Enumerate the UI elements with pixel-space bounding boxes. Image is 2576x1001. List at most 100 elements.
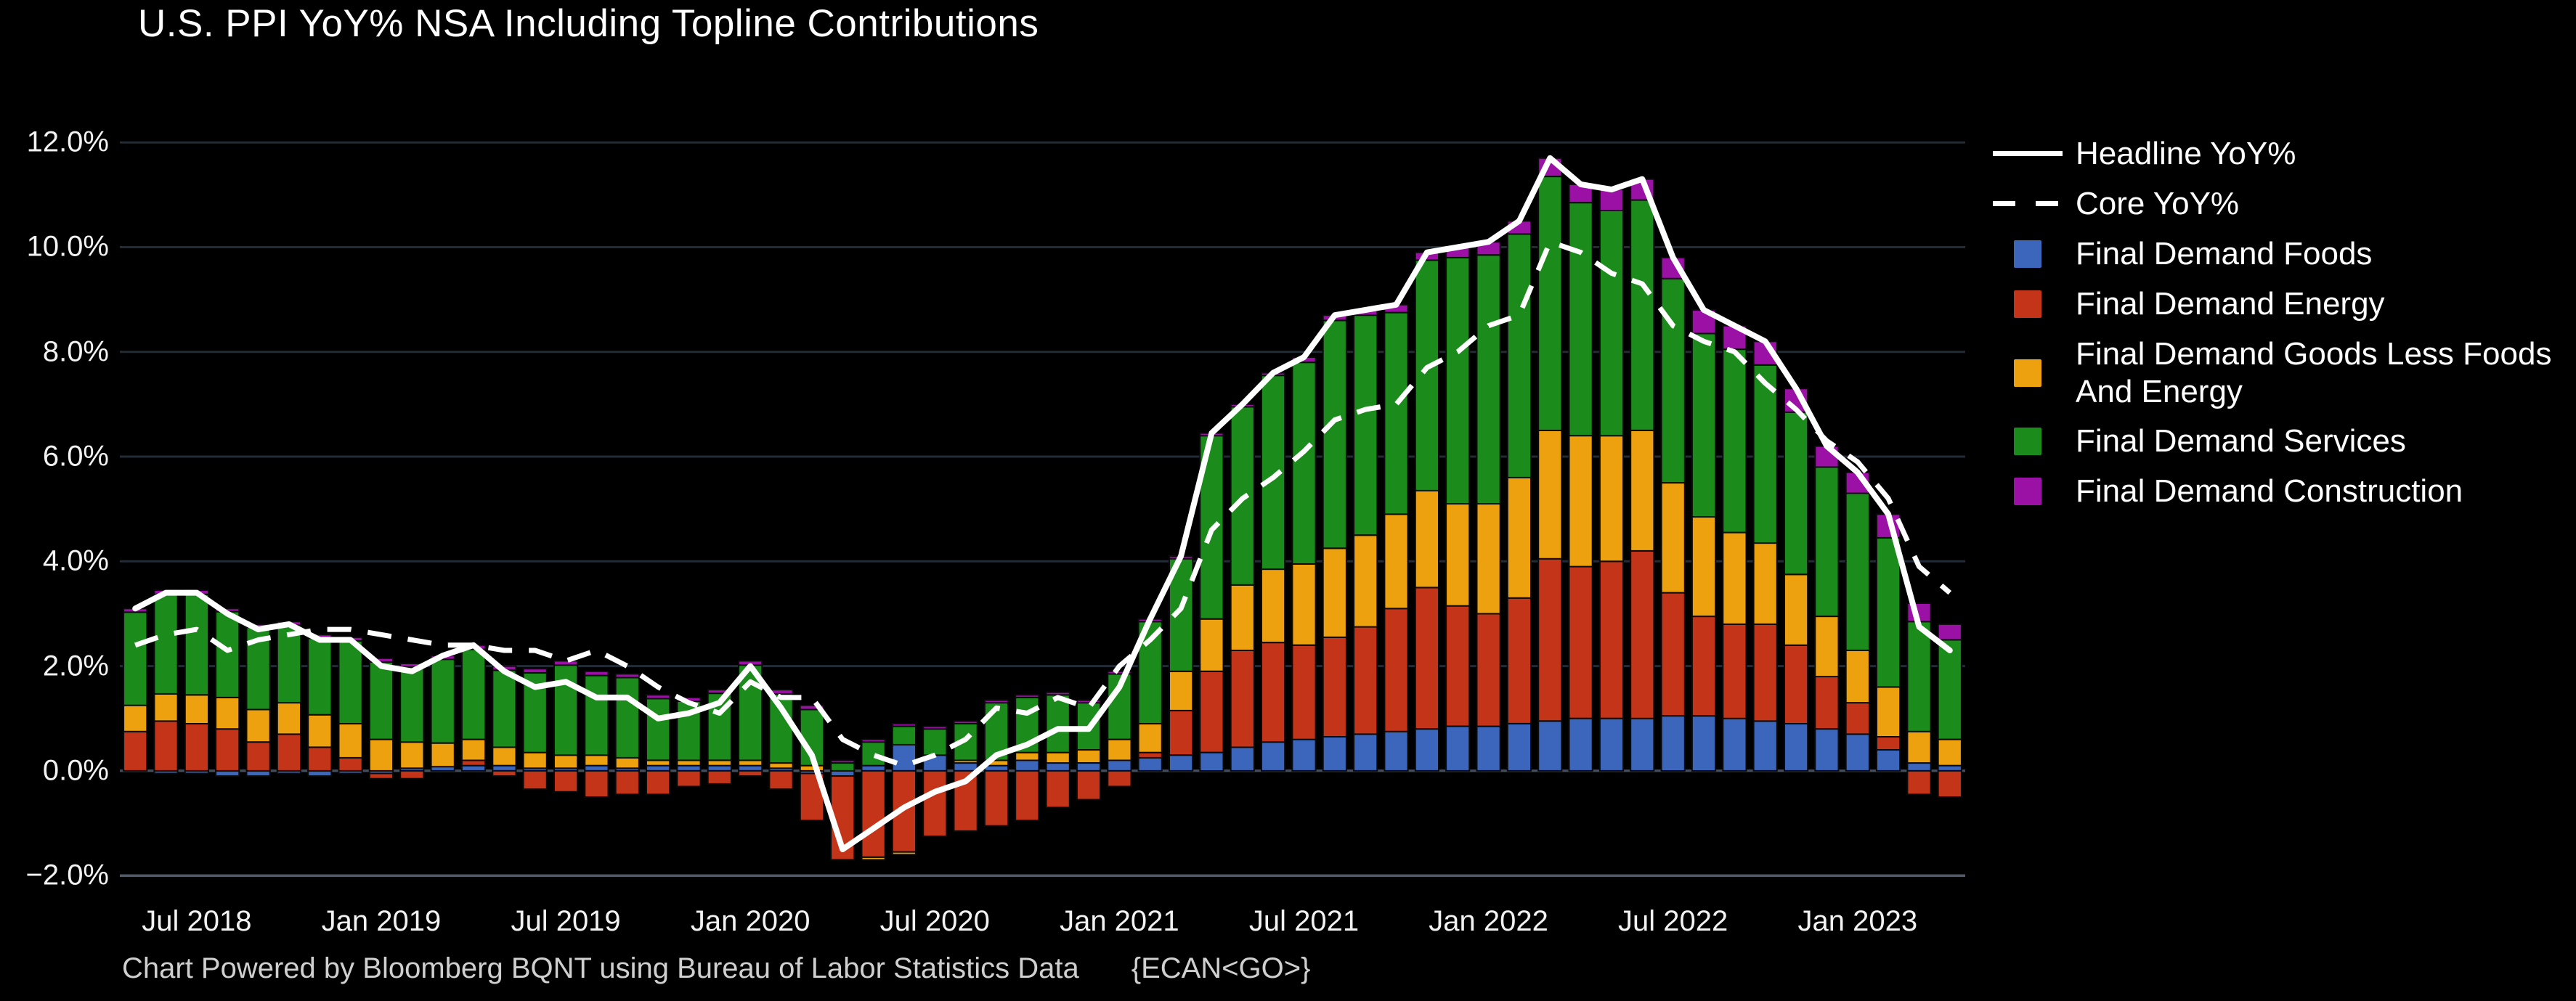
- legend-item-final-demand-construction[interactable]: Final Demand Construction: [1991, 473, 2576, 510]
- bar-segment: [891, 725, 917, 745]
- bar-segment: [1137, 751, 1163, 759]
- bar-segment: [1322, 736, 1347, 772]
- bar-segment: [1722, 348, 1747, 534]
- bar-segment: [1722, 531, 1747, 625]
- bar-segment: [1660, 277, 1686, 484]
- bar-segment: [1414, 587, 1440, 730]
- bar-segment: [1568, 202, 1593, 437]
- legend-label: Final Demand Foods: [2076, 235, 2373, 271]
- construction-swatch-icon: [1991, 478, 2064, 506]
- bar-segment: [553, 769, 579, 793]
- bar-segment: [1845, 650, 1870, 704]
- bar-segment: [1722, 717, 1747, 772]
- bar-segment: [1752, 364, 1778, 544]
- bar-segment: [1322, 547, 1347, 638]
- x-tick-label: Jul 2021: [1248, 905, 1360, 937]
- bar-segment: [1230, 584, 1255, 651]
- dashed-line-swatch-icon: [1991, 201, 2064, 207]
- bar-segment: [1752, 720, 1778, 772]
- bar-segment: [399, 666, 425, 743]
- bar-segment: [430, 742, 455, 768]
- bar-segment: [1537, 176, 1563, 431]
- bar-segment: [1261, 741, 1286, 772]
- bar-segment: [368, 657, 394, 663]
- bar-segment: [799, 704, 824, 711]
- goods-swatch-icon: [1991, 359, 2064, 387]
- bar-segment: [1015, 694, 1040, 698]
- legend-item-final-demand-foods[interactable]: Final Demand Foods: [1991, 235, 2576, 273]
- bar-segment: [738, 764, 763, 772]
- foods-swatch-icon: [1991, 240, 2064, 268]
- bar-segment: [460, 759, 487, 767]
- bar-segment: [1169, 754, 1194, 772]
- legend-item-final-demand-goods[interactable]: Final Demand Goods Less Foods And Energy: [1991, 335, 2576, 411]
- bar-segment: [399, 741, 425, 769]
- y-tick-label: 10.0%: [26, 230, 109, 263]
- bar-segment: [368, 661, 394, 740]
- bar-segment: [1598, 717, 1625, 772]
- bar-segment: [1876, 536, 1901, 688]
- bar-segment: [584, 754, 609, 767]
- bar-segment: [553, 660, 579, 666]
- x-tick-label: Jan 2023: [1797, 905, 1918, 937]
- bar-segment: [584, 764, 609, 772]
- energy-swatch-icon: [1991, 290, 2064, 318]
- bar-segment: [983, 764, 1009, 772]
- bar-segment: [768, 769, 794, 790]
- bar-segment: [1814, 466, 1840, 618]
- bar-segment: [1137, 723, 1163, 753]
- bar-segment: [1476, 503, 1501, 615]
- bar-segment: [1322, 319, 1347, 549]
- bar-segment: [123, 704, 148, 732]
- bar-segment: [460, 648, 487, 740]
- x-tick-label: Jan 2021: [1060, 905, 1179, 937]
- bar-segment: [123, 730, 148, 772]
- legend-item-core-yoy[interactable]: Core YoY%: [1991, 185, 2576, 223]
- chart-title: U.S. PPI YoY% NSA Including Topline Cont…: [138, 2, 1039, 45]
- x-tick-label: Jul 2022: [1618, 905, 1728, 937]
- bar-segment: [983, 699, 1009, 704]
- bar-segment: [1660, 715, 1686, 772]
- bar-segment: [1876, 749, 1901, 772]
- bar-segment: [676, 759, 702, 767]
- bar-segment: [215, 769, 240, 777]
- bar-segment: [1937, 769, 1962, 798]
- x-tick-label: Jul 2019: [511, 905, 621, 937]
- bar-segment: [1691, 616, 1717, 717]
- legend-item-final-demand-energy[interactable]: Final Demand Energy: [1991, 285, 2576, 323]
- bar-segment: [1784, 723, 1809, 772]
- bar-segment: [460, 738, 487, 761]
- bar-segment: [1537, 430, 1563, 560]
- bar-segment: [922, 725, 948, 730]
- bar-segment: [492, 764, 517, 772]
- bar-segment: [1568, 565, 1593, 719]
- bar-segment: [492, 669, 517, 748]
- bar-segment: [953, 762, 978, 772]
- footer-source-text: Chart Powered by Bloomberg BQNT using Bu…: [122, 952, 1079, 984]
- bar-segment: [1845, 492, 1870, 651]
- bar-segment: [676, 764, 702, 772]
- legend-label: Core YoY%: [2076, 185, 2240, 221]
- bar-segment: [922, 769, 948, 838]
- bar-segment: [1506, 476, 1532, 599]
- bar-segment: [1752, 623, 1778, 722]
- bar-segment: [1630, 717, 1655, 772]
- y-tick-label: 8.0%: [42, 335, 109, 368]
- bar-segment: [1045, 691, 1070, 696]
- bar-segment: [953, 720, 978, 725]
- legend-item-final-demand-services[interactable]: Final Demand Services: [1991, 422, 2576, 460]
- bar-segment: [646, 694, 671, 700]
- bar-segment: [1598, 189, 1625, 211]
- legend-item-headline-yoy[interactable]: Headline YoY%: [1991, 135, 2576, 173]
- bar-segment: [1506, 723, 1532, 772]
- bar-segment: [460, 764, 487, 772]
- bar-segment: [1291, 644, 1317, 740]
- bar-segment: [1598, 435, 1625, 563]
- bar-segment: [522, 769, 548, 790]
- bar-segment: [1906, 730, 1932, 764]
- bar-segment: [184, 593, 210, 696]
- bar-segment: [1691, 309, 1717, 335]
- bar-segment: [522, 751, 548, 769]
- bar-segment: [861, 738, 886, 743]
- bar-segment: [861, 856, 886, 861]
